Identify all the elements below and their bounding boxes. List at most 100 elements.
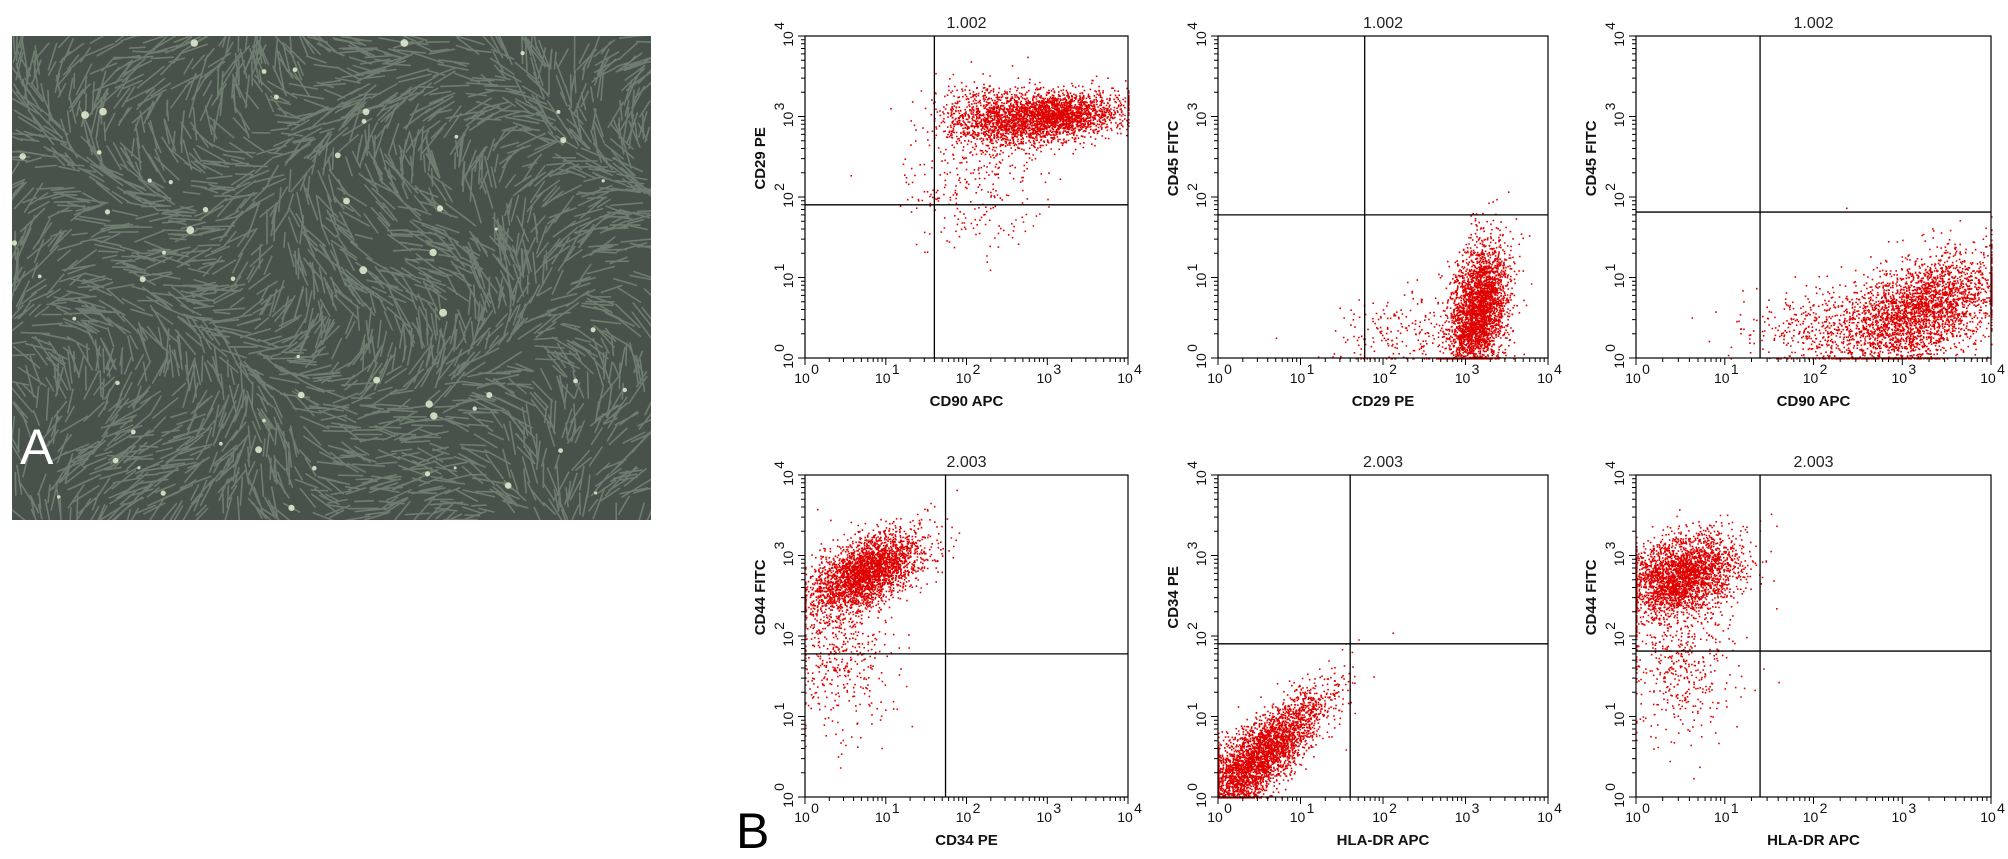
x-tick-exponent: 3 <box>1053 800 1061 816</box>
x-axis-label: CD34 PE <box>935 832 998 849</box>
panel-a-letter: A <box>20 419 54 475</box>
y-tick-exponent: 1 <box>771 263 787 271</box>
flow-plot-3: 1.002100101102103104100101102103104CD90 … <box>1583 15 2005 410</box>
x-axis-label: CD90 APC <box>1777 393 1851 410</box>
plot-frame <box>1635 474 1992 798</box>
x-tick-label: 10 <box>1980 370 1996 386</box>
y-tick-exponent: 3 <box>1602 541 1618 549</box>
y-tick-exponent: 4 <box>1184 461 1200 469</box>
y-tick-exponent: 3 <box>771 541 787 549</box>
event-dots <box>1636 509 1780 780</box>
x-tick-label: 10 <box>1891 370 1907 386</box>
x-tick-label: 10 <box>1117 809 1133 825</box>
y-tick-label: 10 <box>1193 353 1209 369</box>
x-tick-label: 10 <box>1290 809 1306 825</box>
x-axis-label: CD90 APC <box>930 393 1004 410</box>
y-tick-exponent: 3 <box>771 102 787 110</box>
y-tick-exponent: 3 <box>1184 541 1200 549</box>
y-tick-label: 10 <box>1193 112 1209 128</box>
y-tick-label: 10 <box>1193 470 1209 486</box>
x-tick-exponent: 0 <box>1642 800 1650 816</box>
x-tick-exponent: 2 <box>1389 361 1397 377</box>
plot-frame <box>804 474 1129 798</box>
y-tick-label: 10 <box>1193 273 1209 289</box>
plot-title: 1.002 <box>1793 15 1833 32</box>
panel-b-letter: B <box>736 803 770 859</box>
y-tick-label: 10 <box>1193 631 1209 647</box>
y-tick-exponent: 0 <box>1184 344 1200 352</box>
tick-marks <box>1211 35 1549 365</box>
y-tick-label: 10 <box>780 112 796 128</box>
y-tick-label: 10 <box>1193 31 1209 47</box>
flow-plot-5: 2.003100101102103104100101102103104HLA-D… <box>1165 454 1562 849</box>
x-tick-exponent: 0 <box>811 361 819 377</box>
x-tick-label: 10 <box>794 370 810 386</box>
event-dots <box>1691 207 1993 360</box>
x-tick-label: 10 <box>1537 809 1553 825</box>
micrograph-image <box>12 36 651 520</box>
y-tick-label: 10 <box>1611 353 1627 369</box>
y-tick-exponent: 1 <box>771 702 787 710</box>
event-dots <box>850 56 1130 272</box>
y-tick-label: 10 <box>780 353 796 369</box>
x-tick-label: 10 <box>875 370 891 386</box>
tick-marks <box>798 35 1129 365</box>
y-tick-label: 10 <box>1611 712 1627 728</box>
y-tick-exponent: 4 <box>771 461 787 469</box>
y-tick-label: 10 <box>1611 470 1627 486</box>
x-tick-label: 10 <box>1372 370 1388 386</box>
panel-a-micrograph <box>12 36 651 520</box>
x-tick-label: 10 <box>1290 370 1306 386</box>
y-tick-label: 10 <box>780 31 796 47</box>
x-tick-label: 10 <box>1803 370 1819 386</box>
y-axis-label: CD29 PE <box>752 127 769 190</box>
x-tick-exponent: 1 <box>1307 800 1315 816</box>
plot-frame <box>804 35 1129 359</box>
x-tick-label: 10 <box>956 370 972 386</box>
y-tick-exponent: 0 <box>771 783 787 791</box>
y-tick-exponent: 4 <box>1602 22 1618 30</box>
x-tick-exponent: 0 <box>1642 361 1650 377</box>
y-tick-exponent: 1 <box>1184 263 1200 271</box>
x-tick-label: 10 <box>956 809 972 825</box>
x-tick-exponent: 4 <box>1997 361 2005 377</box>
x-tick-label: 10 <box>1036 370 1052 386</box>
x-tick-exponent: 1 <box>1307 361 1315 377</box>
event-dots <box>1218 632 1395 799</box>
y-tick-label: 10 <box>1611 792 1627 808</box>
x-axis-label: HLA-DR APC <box>1767 832 1860 849</box>
y-axis-label: CD44 FITC <box>1583 559 1600 635</box>
micrograph-bright-cells <box>12 39 627 511</box>
y-tick-exponent: 1 <box>1602 702 1618 710</box>
y-tick-exponent: 2 <box>771 183 787 191</box>
y-tick-exponent: 0 <box>1602 344 1618 352</box>
y-tick-label: 10 <box>780 551 796 567</box>
y-tick-label: 10 <box>1193 712 1209 728</box>
x-tick-exponent: 2 <box>973 800 981 816</box>
x-tick-exponent: 2 <box>1820 800 1828 816</box>
x-tick-label: 10 <box>1714 809 1730 825</box>
x-tick-label: 10 <box>1207 370 1223 386</box>
y-tick-label: 10 <box>780 192 796 208</box>
y-tick-label: 10 <box>1611 273 1627 289</box>
y-axis-label: CD45 FITC <box>1165 120 1182 196</box>
y-tick-label: 10 <box>1611 192 1627 208</box>
event-dots <box>805 489 961 769</box>
flow-plot-2: 1.002100101102103104100101102103104CD29 … <box>1165 15 1562 410</box>
tick-marks <box>1629 474 1992 804</box>
flow-plot-4: 2.003100101102103104100101102103104CD34 … <box>752 454 1142 849</box>
y-tick-label: 10 <box>1611 631 1627 647</box>
y-tick-label: 10 <box>1611 31 1627 47</box>
y-tick-exponent: 2 <box>1602 183 1618 191</box>
y-tick-exponent: 2 <box>1184 183 1200 191</box>
y-tick-exponent: 3 <box>1602 102 1618 110</box>
x-tick-exponent: 4 <box>1554 800 1562 816</box>
x-tick-label: 10 <box>1117 370 1133 386</box>
y-tick-label: 10 <box>780 712 796 728</box>
x-tick-exponent: 3 <box>1908 800 1916 816</box>
tick-marks <box>1629 35 1992 365</box>
tick-marks <box>798 474 1129 804</box>
x-tick-exponent: 0 <box>1224 361 1232 377</box>
x-tick-exponent: 4 <box>1554 361 1562 377</box>
